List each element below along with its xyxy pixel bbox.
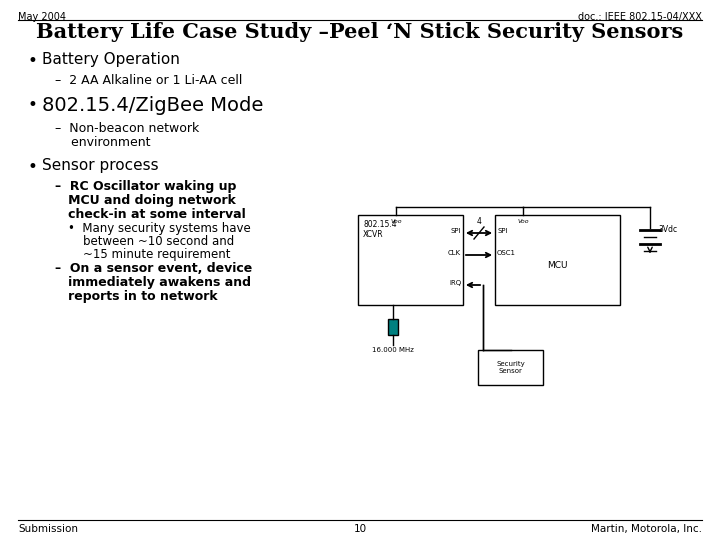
Text: SPI: SPI xyxy=(451,228,461,234)
Text: •: • xyxy=(28,96,38,114)
Text: CLK: CLK xyxy=(448,250,461,256)
Text: 4: 4 xyxy=(477,217,482,226)
Text: environment: environment xyxy=(55,136,150,149)
Bar xyxy=(495,215,620,305)
Text: reports in to network: reports in to network xyxy=(55,290,217,303)
Text: Battery Operation: Battery Operation xyxy=(42,52,180,67)
Bar xyxy=(388,319,398,335)
Text: •: • xyxy=(28,158,38,176)
Text: 802.15.4/ZigBee Mode: 802.15.4/ZigBee Mode xyxy=(42,96,264,115)
Text: –  Non-beacon network: – Non-beacon network xyxy=(55,122,199,135)
Text: •  Many security systems have: • Many security systems have xyxy=(68,222,251,235)
Text: SPI: SPI xyxy=(497,228,508,234)
Text: •: • xyxy=(28,52,38,70)
Bar xyxy=(478,350,543,385)
Text: Sensor process: Sensor process xyxy=(42,158,158,173)
Text: –  On a sensor event, device: – On a sensor event, device xyxy=(55,262,252,275)
Text: Martin, Motorola, Inc.: Martin, Motorola, Inc. xyxy=(591,524,702,534)
Text: 3Vdc: 3Vdc xyxy=(658,226,677,234)
Text: MCU: MCU xyxy=(547,260,568,269)
Text: check-in at some interval: check-in at some interval xyxy=(55,208,246,221)
Text: IRQ: IRQ xyxy=(449,280,461,286)
Text: 16.000 MHz: 16.000 MHz xyxy=(372,347,414,353)
Text: Voo: Voo xyxy=(517,219,528,224)
Text: –  RC Oscillator waking up: – RC Oscillator waking up xyxy=(55,180,236,193)
Text: doc.: IEEE 802.15-04/XXX: doc.: IEEE 802.15-04/XXX xyxy=(578,12,702,22)
Text: –  2 AA Alkaline or 1 Li-AA cell: – 2 AA Alkaline or 1 Li-AA cell xyxy=(55,74,243,87)
Text: 802.15.4
XCVR: 802.15.4 XCVR xyxy=(363,220,397,239)
Text: 10: 10 xyxy=(354,524,366,534)
Text: Security
Sensor: Security Sensor xyxy=(496,361,525,374)
Text: Voo: Voo xyxy=(390,219,402,224)
Text: ~15 minute requirement: ~15 minute requirement xyxy=(68,248,230,261)
Text: MCU and doing network: MCU and doing network xyxy=(55,194,236,207)
Text: May 2004: May 2004 xyxy=(18,12,66,22)
Text: between ~10 second and: between ~10 second and xyxy=(68,235,234,248)
Text: immediately awakens and: immediately awakens and xyxy=(55,276,251,289)
Text: OSC1: OSC1 xyxy=(497,250,516,256)
Text: Submission: Submission xyxy=(18,524,78,534)
Text: Battery Life Case Study –Peel ‘N Stick Security Sensors: Battery Life Case Study –Peel ‘N Stick S… xyxy=(37,22,683,42)
Bar xyxy=(358,215,463,305)
